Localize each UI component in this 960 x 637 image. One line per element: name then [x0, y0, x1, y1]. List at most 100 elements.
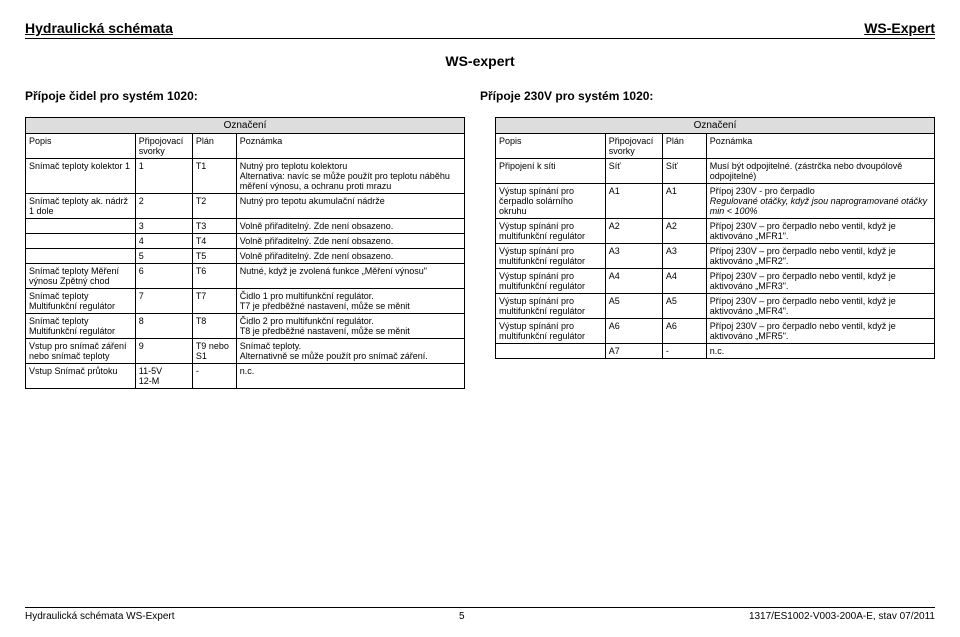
table-row: Snímač teploty Měření výnosu Zpětný chod… [26, 264, 465, 289]
table-header-cell: Poznámka [236, 134, 464, 159]
table-row: Snímač teploty Multifunkční regulátor7T7… [26, 289, 465, 314]
table-row: Snímač teploty ak. nádrž 1 dole2T2Nutný … [26, 194, 465, 219]
table-cell: Přípoj 230V – pro čerpadlo nebo ventil, … [706, 219, 934, 244]
table-cell: Připojení k síti [496, 159, 606, 184]
table-cell: Snímač teploty.Alternativně se může použ… [236, 339, 464, 364]
table-cell: T4 [192, 234, 236, 249]
table-cell: Snímač teploty Multifunkční regulátor [26, 289, 136, 314]
table-row: Výstup spínání pro multifunkční reguláto… [496, 269, 935, 294]
left-table-caption: Označení [25, 117, 465, 133]
table-cell: Výstup spínání pro multifunkční reguláto… [496, 269, 606, 294]
table-cell: A2 [605, 219, 662, 244]
table-cell: A1 [605, 184, 662, 219]
table-row: Vstup Snímač průtoku11-5V12-M-n.c. [26, 364, 465, 389]
table-cell: Nutný pro tepotu akumulační nádrže [236, 194, 464, 219]
header-left: Hydraulická schémata [25, 20, 173, 36]
table-cell: Volně přiřaditelný. Zde není obsazeno. [236, 234, 464, 249]
table-header-cell: Připojovací svorky [135, 134, 192, 159]
table-cell: Vstup Snímač průtoku [26, 364, 136, 389]
page-header: Hydraulická schémata WS-Expert [25, 20, 935, 39]
table-cell: Síť [662, 159, 706, 184]
table-cell: T8 [192, 314, 236, 339]
table-cell: Snímač teploty Multifunkční regulátor [26, 314, 136, 339]
table-cell: A7 [605, 344, 662, 359]
table-cell: 3 [135, 219, 192, 234]
table-cell: A4 [662, 269, 706, 294]
table-row: Výstup spínání pro multifunkční reguláto… [496, 319, 935, 344]
table-cell: A3 [605, 244, 662, 269]
table-row: Snímač teploty kolektor 11T1Nutný pro te… [26, 159, 465, 194]
table-cell: T2 [192, 194, 236, 219]
right-table: PopisPřipojovací svorkyPlánPoznámkaPřipo… [495, 133, 935, 359]
table-cell: A5 [662, 294, 706, 319]
footer-center: 5 [459, 611, 465, 622]
subtitle-right: Přípoje 230V pro systém 1020: [480, 89, 935, 103]
table-row: Připojení k sítiSíťSíťMusí být odpojitel… [496, 159, 935, 184]
table-cell: 2 [135, 194, 192, 219]
table-cell: Snímač teploty ak. nádrž 1 dole [26, 194, 136, 219]
table-cell: 4 [135, 234, 192, 249]
table-cell: Přípoj 230V - pro čerpadloRegulované otá… [706, 184, 934, 219]
table-cell: Snímač teploty kolektor 1 [26, 159, 136, 194]
table-cell: 6 [135, 264, 192, 289]
table-row: A7-n.c. [496, 344, 935, 359]
table-cell: T9 nebo S1 [192, 339, 236, 364]
table-row: Výstup spínání pro multifunkční reguláto… [496, 294, 935, 319]
table-cell: 8 [135, 314, 192, 339]
table-header-cell: Popis [26, 134, 136, 159]
table-cell: Výstup spínání pro multifunkční reguláto… [496, 219, 606, 244]
table-cell: T5 [192, 249, 236, 264]
table-cell: Přípoj 230V – pro čerpadlo nebo ventil, … [706, 244, 934, 269]
table-header-cell: Plán [662, 134, 706, 159]
footer-right: 1317/ES1002-V003-200A-E, stav 07/2011 [749, 611, 935, 622]
footer-left: Hydraulická schémata WS-Expert [25, 611, 175, 622]
table-row: 5T5Volně přiřaditelný. Zde není obsazeno… [26, 249, 465, 264]
subtitle-left: Přípoje čidel pro systém 1020: [25, 89, 198, 103]
table-cell: Musí být odpojitelné. (zástrčka nebo dvo… [706, 159, 934, 184]
subtitle-row: Přípoje čidel pro systém 1020: Přípoje 2… [25, 89, 935, 103]
table-cell: Výstup spínání pro čerpadlo solárního ok… [496, 184, 606, 219]
table-cell: Vstup pro snímač záření nebo snímač tepl… [26, 339, 136, 364]
table-cell: - [192, 364, 236, 389]
table-cell: A3 [662, 244, 706, 269]
header-right: WS-Expert [864, 20, 935, 36]
table-cell: Volně přiřaditelný. Zde není obsazeno. [236, 249, 464, 264]
left-table-wrap: Označení PopisPřipojovací svorkyPlánPozn… [25, 117, 465, 389]
table-cell: T1 [192, 159, 236, 194]
table-cell: Výstup spínání pro multifunkční reguláto… [496, 294, 606, 319]
table-cell: Přípoj 230V – pro čerpadlo nebo ventil, … [706, 319, 934, 344]
table-cell: n.c. [236, 364, 464, 389]
table-cell: Výstup spínání pro multifunkční reguláto… [496, 244, 606, 269]
table-row: Výstup spínání pro čerpadlo solárního ok… [496, 184, 935, 219]
table-cell: Nutné, když je zvolená funkce „Měření vý… [236, 264, 464, 289]
table-row: 3T3Volně přiřaditelný. Zde není obsazeno… [26, 219, 465, 234]
table-cell: A6 [605, 319, 662, 344]
table-cell: 5 [135, 249, 192, 264]
table-row: Vstup pro snímač záření nebo snímač tepl… [26, 339, 465, 364]
right-table-wrap: Označení PopisPřipojovací svorkyPlánPozn… [495, 117, 935, 389]
table-cell: A4 [605, 269, 662, 294]
table-cell: n.c. [706, 344, 934, 359]
table-cell: - [662, 344, 706, 359]
table-header-cell: Připojovací svorky [605, 134, 662, 159]
table-cell: Přípoj 230V – pro čerpadlo nebo ventil, … [706, 294, 934, 319]
table-cell [26, 234, 136, 249]
table-cell [26, 219, 136, 234]
table-row: 4T4Volně přiřaditelný. Zde není obsazeno… [26, 234, 465, 249]
page-footer: Hydraulická schémata WS-Expert 5 1317/ES… [25, 607, 935, 622]
table-header-cell: Poznámka [706, 134, 934, 159]
table-cell: Snímač teploty Měření výnosu Zpětný chod [26, 264, 136, 289]
table-cell: Nutný pro teplotu kolektoruAlternativa: … [236, 159, 464, 194]
left-table: PopisPřipojovací svorkyPlánPoznámkaSníma… [25, 133, 465, 389]
table-cell [26, 249, 136, 264]
main-title: WS-expert [25, 53, 935, 69]
table-cell: T3 [192, 219, 236, 234]
table-row: Snímač teploty Multifunkční regulátor8T8… [26, 314, 465, 339]
right-table-caption: Označení [495, 117, 935, 133]
table-cell: 7 [135, 289, 192, 314]
table-row: Výstup spínání pro multifunkční reguláto… [496, 244, 935, 269]
table-header-cell: Plán [192, 134, 236, 159]
table-cell [496, 344, 606, 359]
table-cell: T7 [192, 289, 236, 314]
table-cell: 1 [135, 159, 192, 194]
